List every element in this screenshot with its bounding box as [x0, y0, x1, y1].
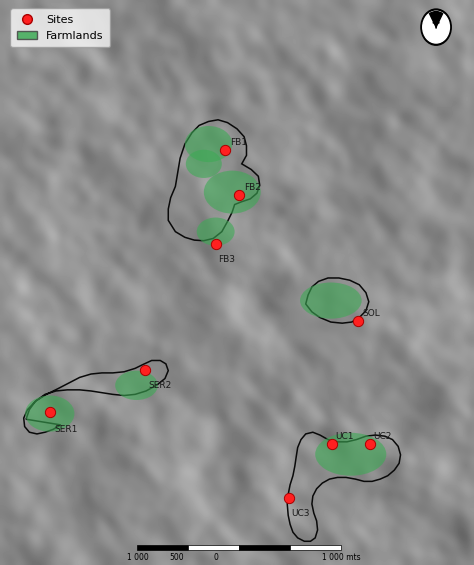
Bar [137, 545, 188, 550]
Text: 1 000: 1 000 [127, 553, 148, 562]
Text: SOL: SOL [363, 309, 380, 318]
Text: FB1: FB1 [230, 138, 247, 147]
Ellipse shape [315, 433, 386, 476]
Text: UC3: UC3 [292, 509, 310, 518]
Text: FB3: FB3 [218, 255, 235, 264]
Point [141, 366, 148, 375]
Bar [290, 545, 341, 550]
Point [46, 408, 54, 417]
Point [212, 240, 219, 249]
Ellipse shape [300, 282, 362, 319]
Point [285, 494, 293, 503]
Point [354, 316, 362, 325]
Ellipse shape [185, 126, 232, 162]
Point [221, 145, 229, 154]
Legend: Sites, Farmlands: Sites, Farmlands [10, 8, 110, 47]
Text: UC1: UC1 [336, 432, 354, 441]
Point [236, 190, 243, 199]
Wedge shape [429, 11, 443, 27]
Text: SER1: SER1 [55, 425, 78, 434]
Point [366, 439, 374, 448]
Circle shape [421, 9, 451, 45]
Bar [188, 545, 239, 550]
Text: FB2: FB2 [244, 183, 261, 192]
Text: 500: 500 [170, 553, 184, 562]
Ellipse shape [25, 396, 74, 432]
Ellipse shape [197, 218, 235, 246]
Text: SER2: SER2 [148, 381, 172, 390]
Bar [239, 545, 290, 550]
Circle shape [423, 11, 449, 43]
Ellipse shape [186, 150, 222, 178]
Text: 1 000 mts: 1 000 mts [322, 553, 361, 562]
Ellipse shape [115, 371, 158, 400]
Text: UC2: UC2 [374, 432, 392, 441]
Ellipse shape [204, 171, 261, 214]
Point [328, 439, 336, 448]
Text: 0: 0 [214, 553, 219, 562]
